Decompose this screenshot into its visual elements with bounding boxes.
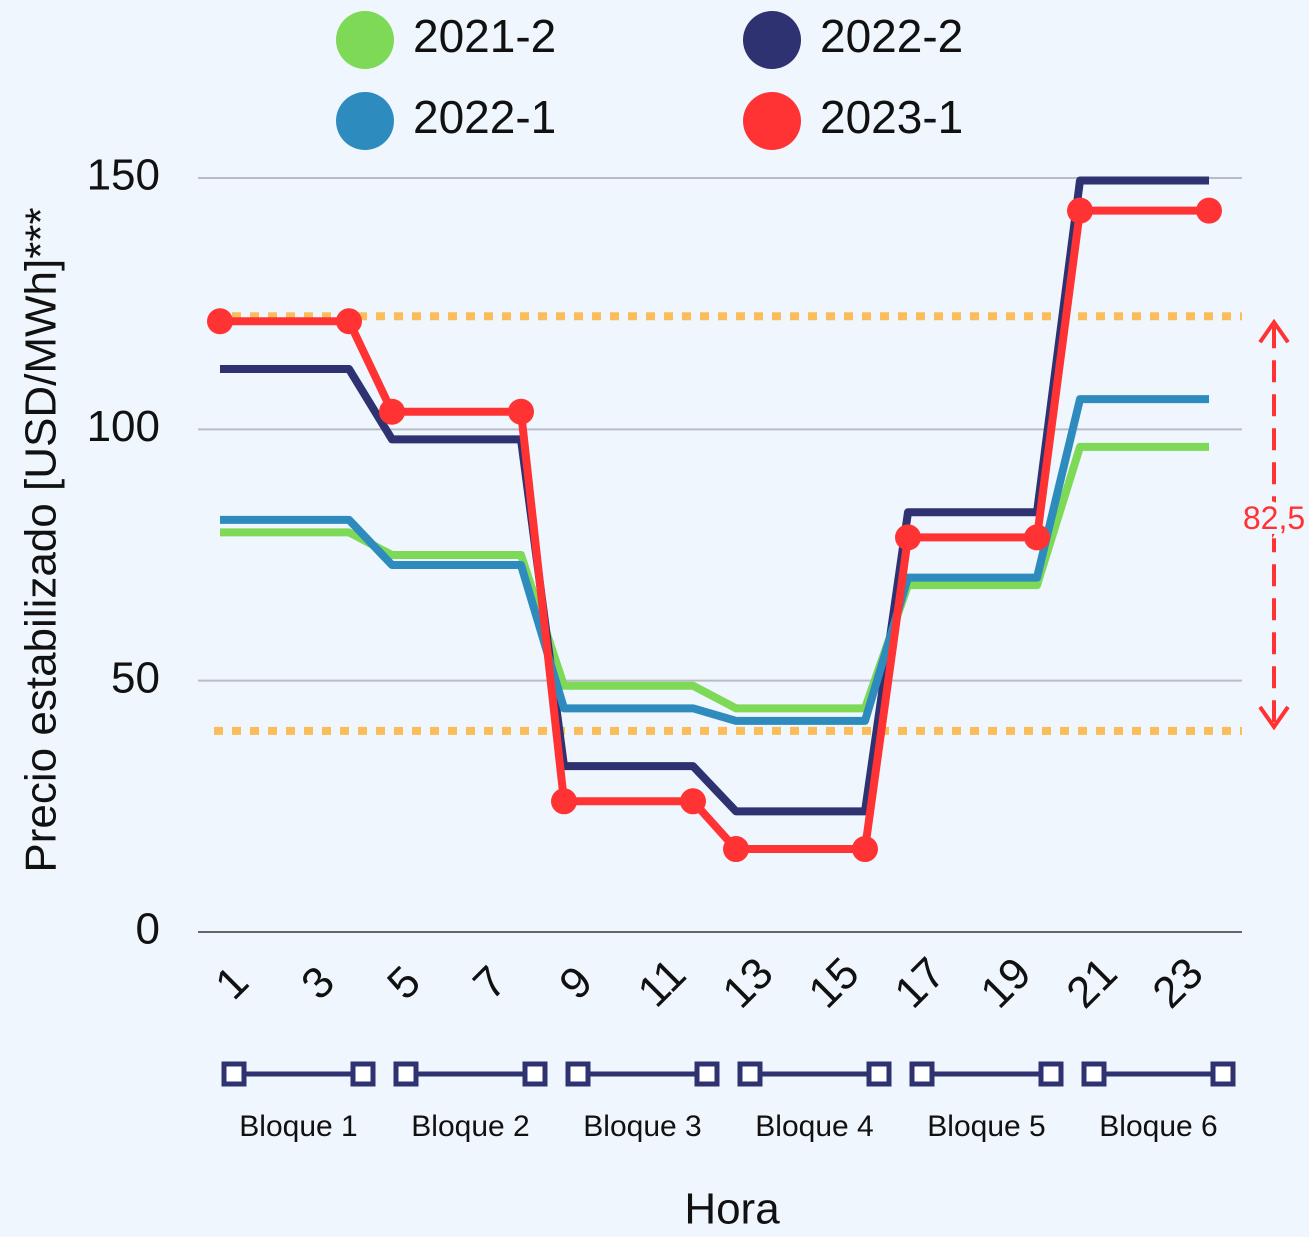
series-marker bbox=[680, 788, 706, 815]
legend-swatch bbox=[743, 92, 801, 150]
y-axis-label: Precio estabilizado [USD/MWh]*** bbox=[17, 207, 66, 872]
block-marker bbox=[350, 1061, 376, 1087]
legend-label: 2022-1 bbox=[413, 91, 556, 143]
arrow-head bbox=[1258, 318, 1290, 344]
block-marker bbox=[694, 1061, 720, 1087]
x-tick-label: 9 bbox=[550, 957, 602, 1009]
series-marker bbox=[852, 836, 878, 863]
block-label: Bloque 2 bbox=[411, 1110, 529, 1143]
legend-label: 2023-1 bbox=[820, 91, 963, 143]
y-tick-label: 0 bbox=[136, 905, 160, 954]
block-label: Bloque 5 bbox=[927, 1110, 1045, 1143]
series-marker bbox=[551, 788, 577, 815]
block-label: Bloque 6 bbox=[1099, 1110, 1217, 1143]
block-marker bbox=[737, 1061, 763, 1087]
annotation-label: 82,5 bbox=[1243, 500, 1305, 536]
y-tick-label: 150 bbox=[87, 151, 160, 200]
block-marker bbox=[1210, 1061, 1236, 1087]
y-tick-label: 50 bbox=[111, 653, 160, 702]
legend-label: 2022-2 bbox=[820, 10, 963, 62]
block-marker bbox=[221, 1061, 247, 1087]
arrow-head bbox=[1258, 705, 1290, 731]
x-tick-label: 19 bbox=[971, 948, 1040, 1017]
block-marker bbox=[565, 1061, 591, 1087]
block-marker bbox=[909, 1061, 935, 1087]
block-label: Bloque 4 bbox=[755, 1110, 873, 1143]
block-marker bbox=[866, 1061, 892, 1087]
legend-swatch bbox=[743, 11, 801, 69]
x-tick-label: 15 bbox=[799, 948, 868, 1017]
legend-swatch bbox=[336, 11, 394, 69]
x-tick-label: 21 bbox=[1057, 948, 1126, 1017]
block-label: Bloque 1 bbox=[239, 1110, 357, 1143]
x-axis-label: Hora bbox=[684, 1185, 780, 1232]
x-tick-label: 17 bbox=[885, 948, 954, 1017]
x-tick-label: 3 bbox=[292, 957, 344, 1009]
x-tick-label: 11 bbox=[628, 949, 695, 1016]
series-marker bbox=[1067, 197, 1093, 224]
series-line bbox=[220, 206, 1209, 854]
legend-label: 2021-2 bbox=[413, 10, 556, 62]
x-tick-label: 5 bbox=[378, 957, 430, 1009]
series-line bbox=[220, 395, 1209, 725]
legend-swatch bbox=[336, 92, 394, 150]
x-tick-label: 7 bbox=[464, 957, 516, 1009]
series-marker bbox=[508, 398, 534, 425]
series-marker bbox=[723, 836, 749, 863]
series-marker bbox=[1024, 524, 1050, 551]
series-marker bbox=[379, 398, 405, 425]
block-marker bbox=[1038, 1061, 1064, 1087]
block-marker bbox=[393, 1061, 419, 1087]
series-marker bbox=[207, 308, 233, 335]
y-tick-label: 100 bbox=[87, 402, 160, 451]
block-label: Bloque 3 bbox=[583, 1110, 701, 1143]
series-marker bbox=[895, 524, 921, 551]
series-marker bbox=[336, 308, 362, 335]
block-marker bbox=[1081, 1061, 1107, 1087]
series-marker bbox=[1196, 197, 1222, 224]
block-marker bbox=[522, 1061, 548, 1087]
x-tick-label: 13 bbox=[713, 948, 782, 1017]
x-tick-label: 1 bbox=[206, 957, 258, 1009]
x-tick-label: 23 bbox=[1143, 948, 1212, 1017]
